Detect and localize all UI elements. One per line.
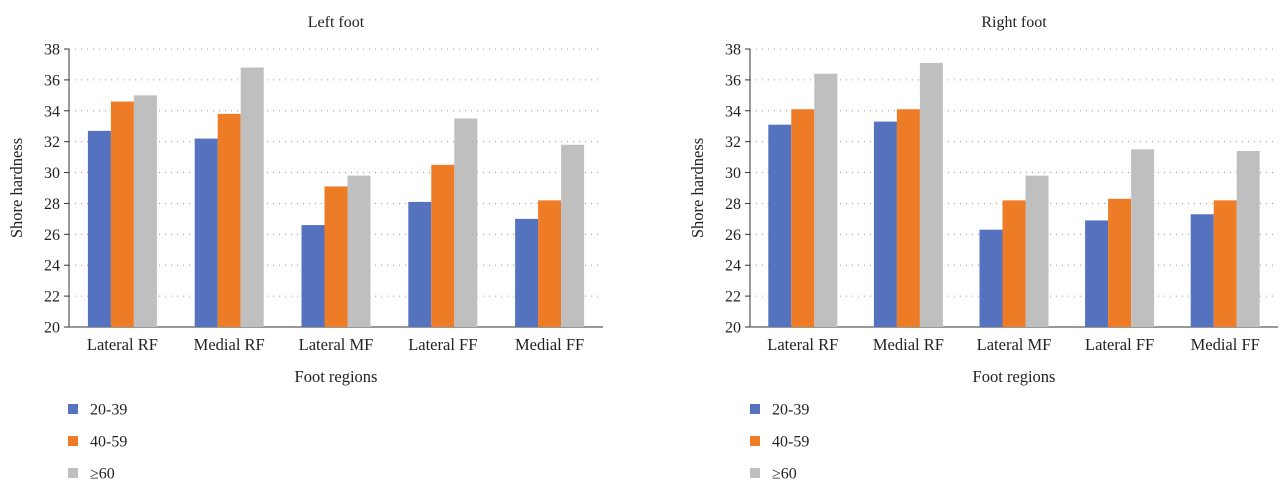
- bar-40-59-medial-ff: [1213, 200, 1237, 327]
- legend-label: 40-59: [90, 434, 127, 451]
- x-category-label: Medial FF: [1191, 335, 1260, 354]
- bar-40-59-medial-ff: [538, 200, 562, 327]
- bar-40-59-medial-rf: [217, 113, 241, 327]
- x-axis-label: Foot regions: [295, 367, 378, 386]
- legend-label: 40-59: [772, 434, 809, 451]
- legend-label: 20-39: [772, 402, 809, 419]
- legend-swatch: [750, 436, 760, 446]
- y-tick-label: 30: [44, 165, 60, 182]
- bar-≥60-lateral-mf: [347, 175, 371, 327]
- y-tick-label: 32: [725, 134, 741, 151]
- y-tick-label: 22: [725, 289, 741, 306]
- left-foot-chart: Left foot 20 22 24 26 28 30 32 34 36 38 Lateral RF M…: [7, 14, 603, 483]
- bar-20-39-medial-rf: [873, 121, 897, 327]
- x-category-label: Lateral FF: [1085, 335, 1154, 354]
- bar-40-59-medial-rf: [896, 109, 920, 327]
- y-tick-label: 38: [725, 42, 741, 59]
- y-axis-label: Shore hardness: [688, 138, 707, 238]
- x-category-label: Lateral RF: [767, 335, 838, 354]
- y-tick-label: 36: [725, 72, 741, 89]
- x-axis-label: Foot regions: [973, 367, 1056, 386]
- x-category-label: Medial RF: [194, 335, 265, 354]
- bar-≥60-lateral-rf: [133, 95, 157, 327]
- y-tick-label: 20: [725, 320, 741, 337]
- x-category-label: Lateral MF: [299, 335, 374, 354]
- y-tick-label: 32: [44, 134, 60, 151]
- legend-swatch: [68, 436, 78, 446]
- bar-20-39-medial-ff: [515, 218, 539, 327]
- bar-≥60-medial-ff: [1236, 150, 1260, 327]
- y-tick-label: 20: [44, 320, 60, 337]
- bar-20-39-lateral-ff: [1085, 220, 1109, 327]
- bar-20-39-lateral-rf: [87, 130, 111, 327]
- bar-≥60-lateral-rf: [814, 73, 838, 327]
- y-tick-label: 24: [725, 258, 741, 275]
- bar-20-39-lateral-rf: [768, 124, 792, 327]
- legend-swatch: [68, 404, 78, 414]
- y-tick-label: 30: [725, 165, 741, 182]
- bar-≥60-medial-ff: [561, 144, 585, 327]
- bar-≥60-medial-rf: [240, 67, 264, 328]
- bar-40-59-lateral-ff: [431, 164, 455, 327]
- legend-swatch: [68, 468, 78, 478]
- bar-20-39-medial-ff: [1190, 214, 1214, 327]
- y-tick-label: 28: [725, 196, 741, 213]
- bar-20-39-lateral-ff: [408, 201, 432, 327]
- y-axis-label: Shore hardness: [7, 138, 26, 238]
- bar-40-59-lateral-mf: [1002, 200, 1026, 327]
- right-foot-chart: Right foot 20 22 24 26 28 30 32 34 36 38 Lateral RF…: [688, 14, 1278, 483]
- y-tick-label: 34: [44, 103, 60, 120]
- legend-label: 20-39: [90, 402, 127, 419]
- bar-20-39-medial-rf: [194, 138, 218, 327]
- bar-≥60-medial-rf: [919, 62, 943, 328]
- x-category-label: Lateral FF: [408, 335, 477, 354]
- y-tick-label: 26: [44, 227, 60, 244]
- bar-40-59-lateral-rf: [791, 109, 815, 327]
- y-tick-label: 26: [725, 227, 741, 244]
- bar-40-59-lateral-rf: [110, 101, 134, 327]
- bar-20-39-lateral-mf: [979, 229, 1003, 327]
- x-category-label: Medial RF: [873, 335, 944, 354]
- chart-title: Right foot: [981, 14, 1047, 31]
- legend-swatch: [750, 404, 760, 414]
- legend-label: ≥60: [772, 466, 797, 483]
- x-category-label: Medial FF: [515, 335, 584, 354]
- y-tick-label: 28: [44, 196, 60, 213]
- legend-label: ≥60: [90, 466, 115, 483]
- x-category-label: Lateral RF: [87, 335, 158, 354]
- bar-≥60-lateral-mf: [1025, 175, 1049, 327]
- y-tick-label: 38: [44, 42, 60, 59]
- bar-40-59-lateral-ff: [1108, 198, 1132, 327]
- legend-swatch: [750, 468, 760, 478]
- bar-40-59-lateral-mf: [324, 186, 348, 327]
- y-tick-label: 24: [44, 258, 60, 275]
- y-tick-label: 34: [725, 103, 741, 120]
- bar-≥60-lateral-ff: [454, 118, 478, 327]
- y-tick-label: 36: [44, 72, 60, 89]
- bar-20-39-lateral-mf: [301, 225, 325, 327]
- bar-≥60-lateral-ff: [1131, 149, 1155, 327]
- chart-title: Left foot: [308, 14, 365, 31]
- x-category-label: Lateral MF: [977, 335, 1052, 354]
- y-tick-label: 22: [44, 289, 60, 306]
